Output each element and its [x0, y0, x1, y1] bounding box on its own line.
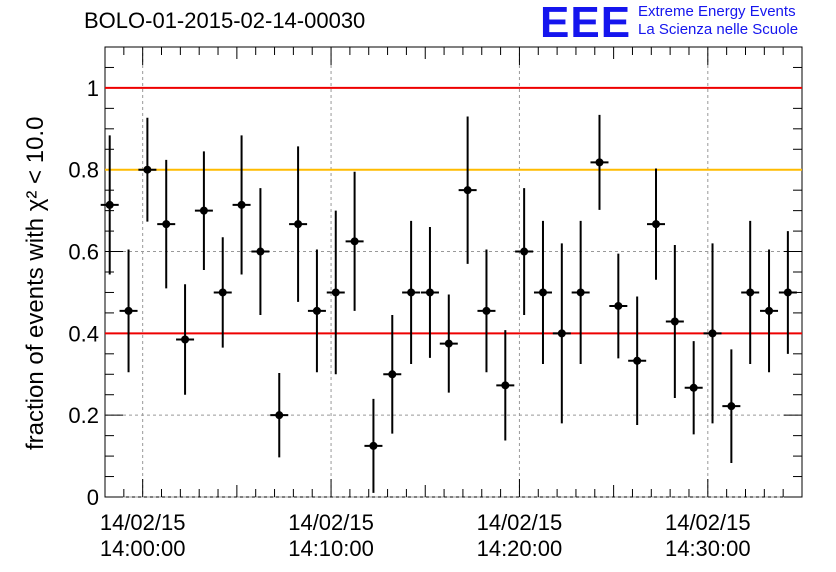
y-tick-label: 0.2 [68, 403, 99, 428]
y-tick-label: 1 [87, 76, 99, 101]
x-tick-label: 14/02/15 14:20:00 [459, 510, 579, 562]
data-point [388, 370, 397, 379]
data-point [670, 317, 679, 326]
x-tick-date: 14/02/15 [288, 510, 374, 535]
data-point [501, 381, 510, 390]
data-point [312, 306, 321, 315]
data-point [369, 441, 378, 450]
logo-caption-line2: La Scienza nelle Scuole [638, 21, 799, 38]
data-point [199, 206, 208, 215]
data-point [576, 288, 585, 297]
x-tick-time: 14:30:00 [664, 536, 751, 561]
data-point [746, 288, 755, 297]
x-tick-time: 14:10:00 [288, 536, 374, 561]
data-point [350, 237, 359, 246]
x-tick-label: 14/02/15 14:00:00 [83, 510, 203, 562]
data-point [538, 288, 547, 297]
data-point [275, 411, 284, 420]
data-point [237, 200, 246, 209]
data-point [162, 220, 171, 229]
data-point [294, 220, 303, 229]
logo-caption-line1: Extreme Energy Events [638, 3, 796, 20]
data-point [783, 288, 792, 297]
data-point [181, 335, 190, 344]
data-point [727, 402, 736, 411]
data-point [595, 158, 604, 167]
data-point [143, 165, 152, 174]
chart-title: BOLO-01-2015-02-14-00030 [84, 8, 366, 33]
data-point [444, 339, 453, 348]
y-tick-label: 0.8 [68, 158, 99, 183]
plot-frame [104, 46, 803, 498]
data-point [482, 306, 491, 315]
data-point [614, 301, 623, 310]
y-tick-label: 0.6 [68, 240, 99, 265]
x-tick-time: 14:00:00 [99, 536, 186, 561]
data-point [765, 306, 774, 315]
x-tick-label: 14/02/15 14:10:00 [271, 510, 391, 562]
data-point [520, 247, 529, 256]
data-point [407, 288, 416, 297]
x-tick-date: 14/02/15 [476, 510, 563, 535]
data-point [557, 329, 566, 338]
x-tick-time: 14:20:00 [476, 536, 563, 561]
data-point [105, 200, 114, 209]
y-tick-label: 0 [87, 485, 99, 510]
data-point [633, 356, 642, 365]
data-point [425, 288, 434, 297]
data-point [124, 306, 133, 315]
data-point [652, 220, 661, 229]
x-tick-date: 14/02/15 [99, 510, 186, 535]
data-point [708, 329, 717, 338]
data-point [331, 288, 340, 297]
logo-caption: Extreme Energy Events La Scienza nelle S… [638, 3, 798, 39]
x-tick-label: 14/02/15 14:30:00 [648, 510, 768, 562]
data-point [463, 186, 472, 195]
eee-logo: EEE [540, 0, 632, 47]
data-point [689, 383, 698, 392]
y-tick-label: 0.4 [68, 321, 99, 346]
data-point [256, 247, 265, 256]
x-tick-date: 14/02/15 [664, 510, 751, 535]
data-point [218, 288, 227, 297]
